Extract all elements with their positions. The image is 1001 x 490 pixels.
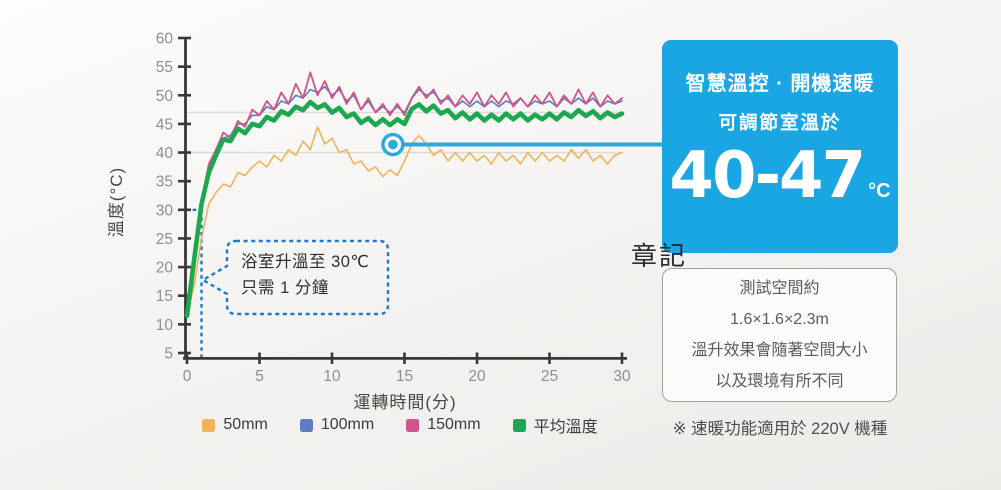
- x-tick-label: 30: [613, 368, 631, 385]
- highlight-marker-dot: [388, 139, 398, 150]
- temperature-range-unit: °C: [868, 180, 891, 203]
- y-tick-label: 60: [156, 31, 174, 48]
- callout-line-2: 只需 1 分鐘: [241, 279, 329, 297]
- test-conditions-card: 測試空間約 1.6×1.6×2.3m 溫升效果會隨著空間大小 以及環境有所不同: [662, 268, 897, 402]
- y-tick-label: 5: [164, 346, 173, 363]
- legend-label: 50mm: [223, 416, 268, 433]
- y-tick-label: 25: [156, 231, 173, 248]
- y-tick-label: 45: [156, 116, 173, 133]
- legend-label: 150mm: [427, 416, 481, 433]
- y-tick-label: 35: [156, 174, 173, 191]
- temperature-range-row: 40-47 °C: [662, 139, 898, 213]
- x-tick-label: 0: [183, 368, 192, 385]
- y-tick-label: 10: [156, 317, 174, 334]
- x-tick-label: 20: [468, 368, 486, 385]
- legend-swatch: [299, 418, 313, 432]
- info-line-4: 以及環境有所不同: [715, 373, 844, 390]
- footnote-text: ※ 速暖功能適用於 220V 機種: [672, 420, 888, 438]
- series-line-50mm: [186, 126, 623, 317]
- series-line-150mm: [186, 71, 623, 314]
- legend-item-150mm: 150mm: [406, 416, 481, 434]
- y-axis-title: 溫度(°C): [107, 166, 126, 238]
- legend-swatch: [406, 418, 420, 432]
- legend-label: 平均溫度: [533, 419, 598, 436]
- x-tick-label: 15: [396, 368, 413, 385]
- callout-bubble-outline: [200, 239, 390, 316]
- highlight-marker-and-line: [381, 132, 662, 157]
- x-tick-label: 25: [541, 368, 558, 385]
- callout-bubble-text: 浴室升溫至 30℃ 只需 1 分鐘: [241, 249, 386, 301]
- highlight-card-title: 智慧溫控 · 開機速暖: [685, 73, 875, 95]
- watermark-text: 章記: [631, 241, 688, 271]
- x-axis-title: 運轉時間(分): [353, 393, 457, 412]
- data-series-lines: [184, 71, 625, 319]
- info-line-3: 溫升效果會隨著空間大小: [691, 342, 868, 359]
- info-line-2: 1.6×1.6×2.3m: [730, 311, 829, 328]
- smart-temp-highlight-card: 智慧溫控 · 開機速暖 可調節室溫於 40-47 °C: [662, 40, 898, 253]
- legend-item-100mm: 100mm: [299, 416, 375, 434]
- legend-swatch: [202, 418, 216, 432]
- y-tick-label: 40: [156, 145, 174, 162]
- legend-swatch: [512, 418, 526, 432]
- y-tick-label: 15: [156, 288, 173, 305]
- y-tick-label: 20: [156, 260, 174, 277]
- y-tick-label: 55: [156, 59, 173, 76]
- temperature-range-value: 40-47: [669, 139, 866, 213]
- legend-label: 100mm: [320, 416, 375, 433]
- y-tick-label: 50: [156, 88, 174, 105]
- x-tick-label: 5: [255, 368, 264, 385]
- legend-item-平均溫度: 平均溫度: [512, 413, 598, 437]
- axes: [183, 37, 627, 360]
- y-tick-label: 30: [156, 202, 174, 219]
- legend-item-50mm: 50mm: [202, 416, 268, 434]
- highlight-card-subtitle: 可調節室溫於: [718, 112, 842, 133]
- chart-legend: 50mm 100mm 150mm 平均溫度: [120, 413, 680, 437]
- x-tick-label: 10: [323, 368, 341, 385]
- info-line-1: 測試空間約: [739, 280, 820, 297]
- callout-line-1: 浴室升溫至 30℃: [241, 253, 370, 271]
- series-line-平均溫度: [184, 99, 625, 319]
